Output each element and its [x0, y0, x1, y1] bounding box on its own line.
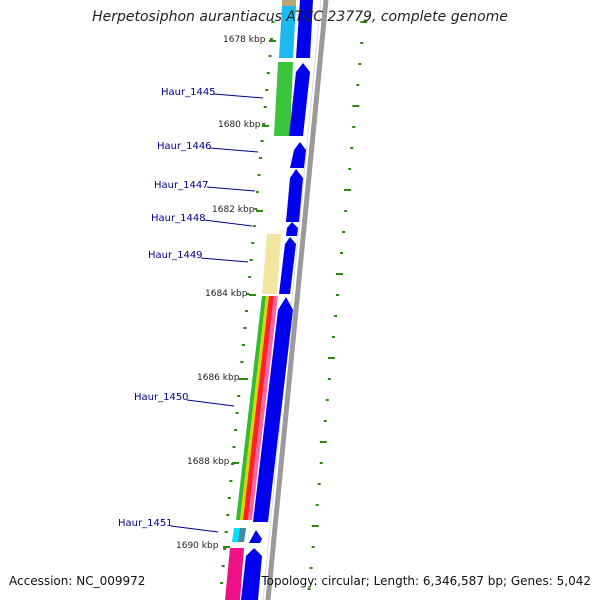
backbone-shadow: [265, 0, 329, 600]
gene-label-haur-1451[interactable]: Haur_1451: [118, 518, 173, 529]
gene-label-haur-1448[interactable]: Haur_1448: [151, 213, 206, 224]
cds-arrow-1447: [286, 169, 303, 222]
cds-arrow-top: [296, 0, 313, 58]
feature-block-cyan: [279, 6, 296, 58]
feature-block-pink-1450: [248, 296, 278, 520]
backbone-line: [262, 0, 322, 600]
feature-block-tan-top: [282, 0, 296, 6]
kbp-label: 1680 kbp: [218, 120, 261, 130]
gene-leader-lines: [170, 93, 264, 533]
cds-track: [241, 0, 313, 600]
kbp-ticks: [223, 40, 276, 548]
feature-block-red-1450: [243, 296, 274, 520]
map-title: Herpetosiphon aurantiacus ATCC 23779, co…: [92, 9, 508, 25]
cds-arrow-1451: [249, 530, 262, 543]
feature-block-khaki-1449: [262, 234, 281, 294]
kbp-label: 1686 kbp: [197, 373, 240, 383]
kbp-label: 1690 kbp: [176, 541, 219, 551]
leader-line-haur-1448: [203, 219, 253, 227]
cds-arrow-1446: [290, 142, 306, 168]
leader-line-haur-1447: [206, 186, 256, 192]
kbp-label: 1684 kbp: [205, 289, 248, 299]
gene-label-haur-1450[interactable]: Haur_1450: [134, 392, 189, 403]
feature-block-teal-1451: [238, 528, 246, 542]
genome-summary-text: Topology: circular; Length: 6,346,587 bp…: [261, 574, 591, 588]
kbp-label: 1682 kbp: [212, 205, 255, 215]
cds-arrow-1445: [289, 63, 310, 136]
feature-block-magenta-bottom: [225, 548, 244, 600]
feature-block-green-1450: [236, 296, 266, 520]
accession-text: Accession: NC_009972: [9, 574, 146, 588]
gc-dots-outer: [307, 21, 368, 590]
kbp-label: 1678 kbp: [223, 35, 266, 45]
gene-label-haur-1445[interactable]: Haur_1445: [161, 87, 216, 98]
feature-track: [225, 0, 296, 600]
leader-line-haur-1449: [200, 257, 249, 263]
cds-arrow-1449: [279, 237, 296, 294]
cds-arrow-1448: [286, 222, 298, 236]
cds-arrow-bottom: [241, 548, 262, 600]
leader-line-haur-1446: [209, 147, 259, 153]
feature-block-yellow-1450: [240, 296, 269, 520]
kbp-label: 1688 kbp: [187, 457, 230, 467]
gene-label-haur-1446[interactable]: Haur_1446: [157, 141, 212, 152]
leader-line-haur-1450: [186, 399, 235, 407]
leader-line-haur-1451: [170, 525, 219, 533]
feature-block-green-1445: [274, 62, 293, 136]
leader-line-haur-1445: [213, 93, 264, 99]
gene-label-haur-1447[interactable]: Haur_1447: [154, 180, 209, 191]
gene-label-haur-1449[interactable]: Haur_1449: [148, 250, 203, 261]
cds-arrow-1450: [253, 297, 293, 522]
